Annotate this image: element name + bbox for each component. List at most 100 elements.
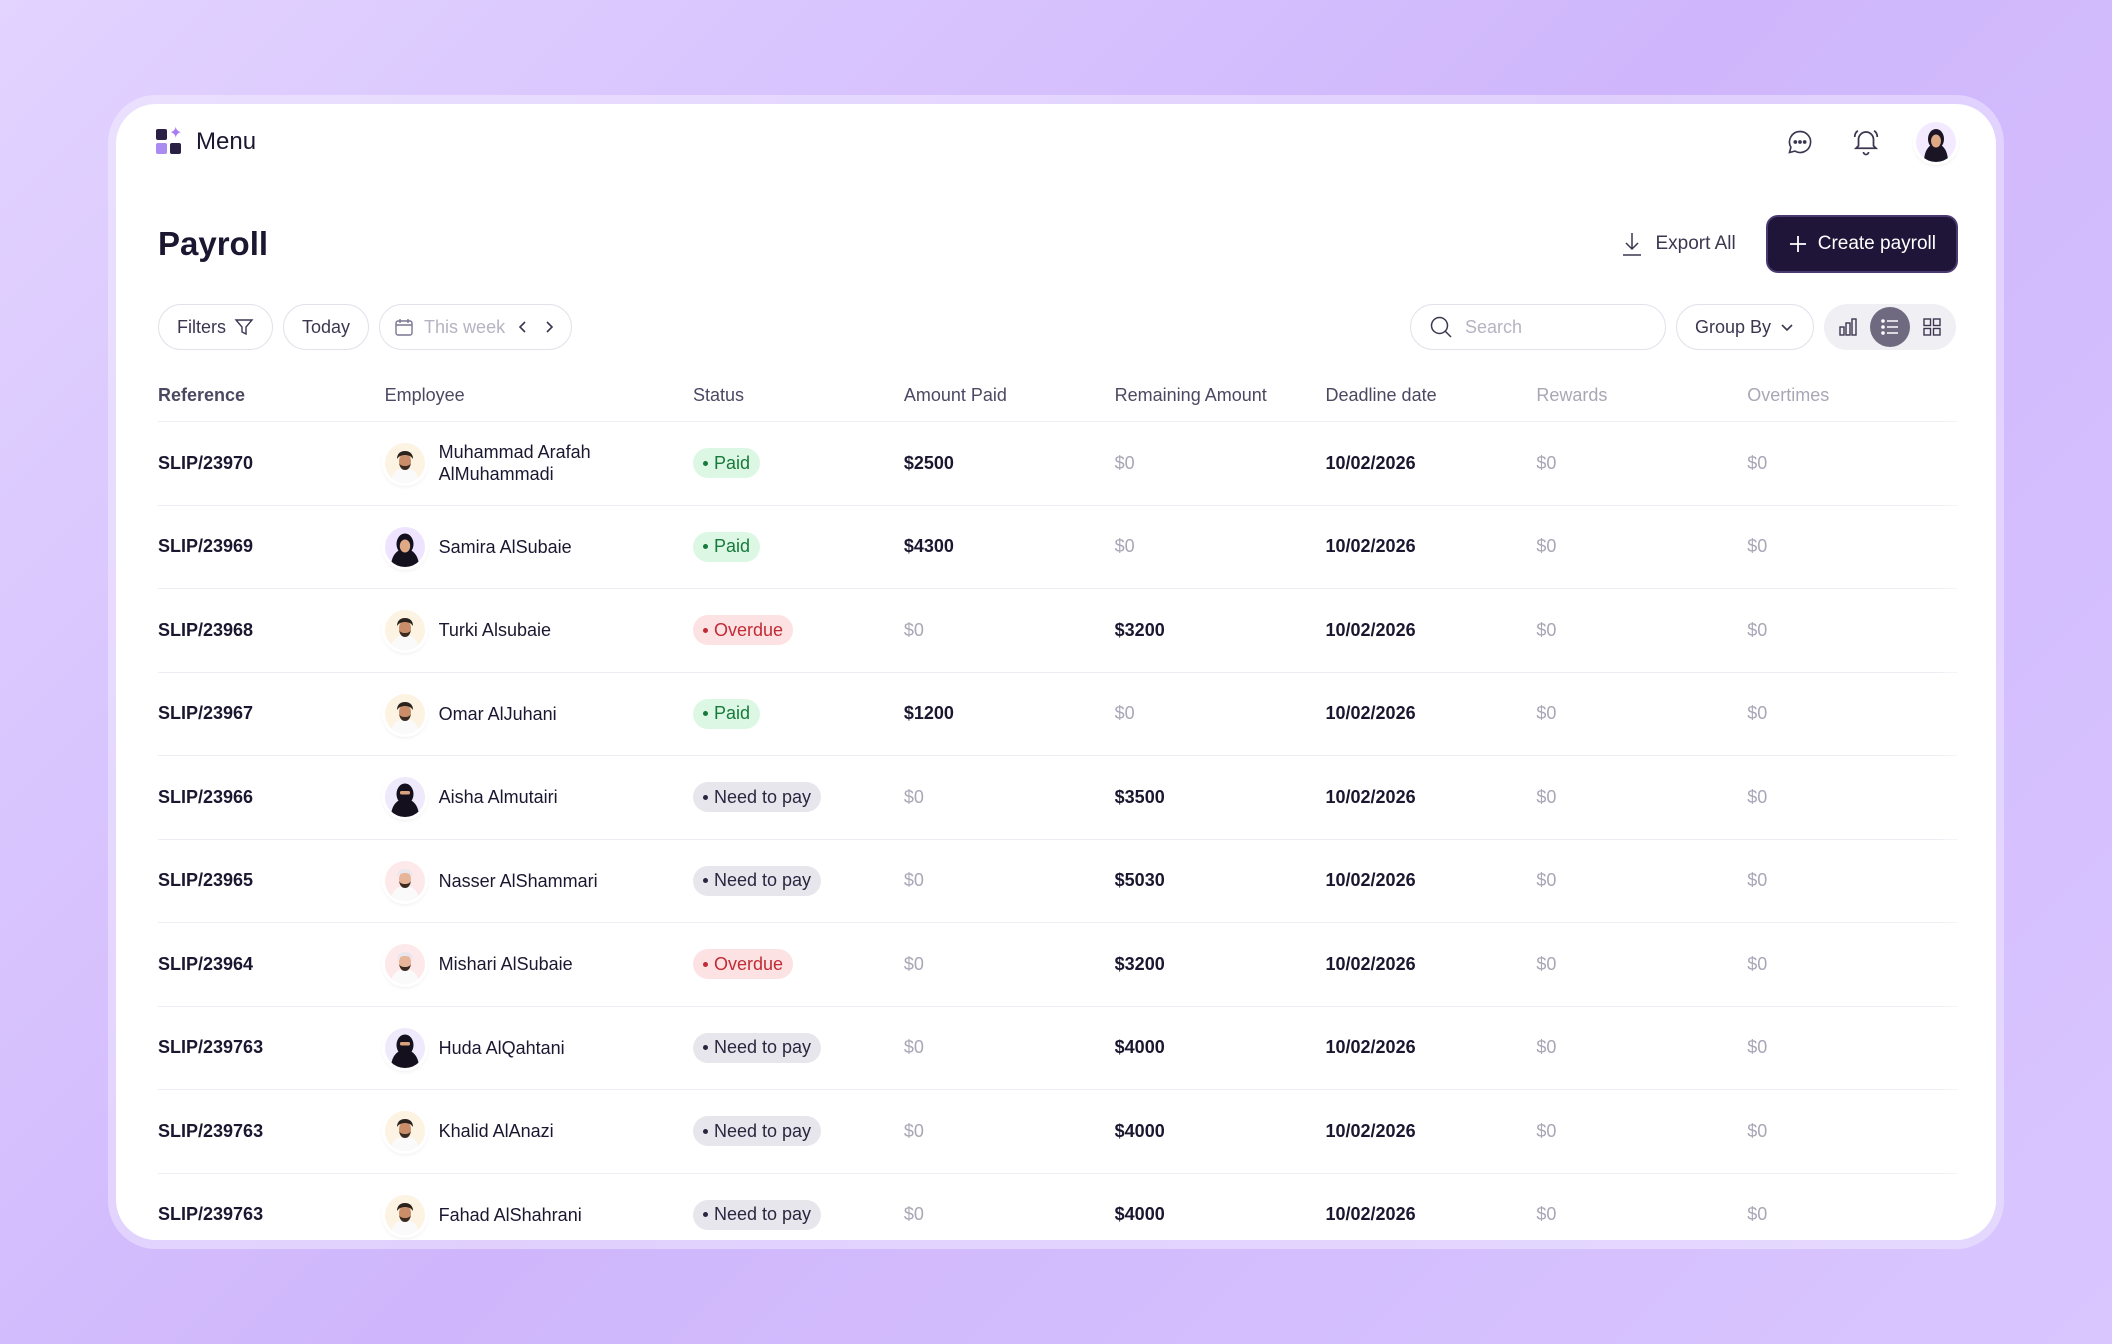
table-row[interactable]: SLIP/23969 Samira AlSubaie Paid $4300 $0 10/0…	[158, 506, 1958, 589]
cell-remaining-amount: $3200	[1114, 953, 1165, 974]
status-dot-icon	[702, 627, 708, 633]
employee-name: Huda AlQahtani	[438, 1037, 565, 1058]
cell-overtimes: $0	[1747, 452, 1768, 473]
cell-overtimes: $0	[1747, 1120, 1768, 1141]
cell-deadline-date: 10/02/2026	[1325, 703, 1416, 724]
week-selector[interactable]: This week	[379, 304, 573, 350]
cell-rewards: $0	[1536, 1204, 1557, 1225]
download-icon	[1623, 233, 1642, 256]
cell-overtimes: $0	[1747, 953, 1768, 974]
employee-avatar	[384, 1111, 425, 1152]
table-row[interactable]: SLIP/23967 Omar AlJuhani Paid $1200 $0 10/02/…	[158, 673, 1958, 756]
cell-employee: Aisha Almutairi	[384, 777, 693, 818]
cell-status: Need to pay	[692, 1116, 904, 1147]
cell-remaining-amount: $3500	[1114, 786, 1165, 807]
col-status[interactable]: Status	[692, 385, 744, 405]
status-badge: Paid	[692, 698, 760, 729]
status-badge: Need to pay	[692, 865, 822, 896]
cell-overtimes: $0	[1747, 1204, 1768, 1225]
employee-avatar	[384, 610, 425, 651]
cell-employee: Fahad AlShahrani	[384, 1194, 693, 1235]
chat-icon[interactable]	[1784, 126, 1816, 158]
toolbar: Filters Today This week Search Group By	[158, 303, 1956, 351]
table-row[interactable]: SLIP/23965 Nasser AlShammari Need to pay $0…	[158, 840, 1958, 923]
list-icon[interactable]	[1870, 307, 1910, 347]
search-placeholder: Search	[1464, 316, 1522, 337]
status-badge: Need to pay	[692, 1032, 822, 1063]
employee-name: Muhammad Arafah AlMuhammadi	[438, 441, 591, 485]
today-button[interactable]: Today	[283, 304, 370, 350]
cell-deadline-date: 10/02/2026	[1325, 1120, 1416, 1141]
status-badge: Overdue	[692, 949, 794, 980]
cell-remaining-amount: $0	[1114, 703, 1135, 724]
col-reference[interactable]: Reference	[158, 385, 246, 405]
cell-status: Need to pay	[692, 1032, 904, 1063]
chevron-left-icon[interactable]	[515, 319, 531, 335]
status-badge: Need to pay	[692, 782, 822, 813]
bell-icon[interactable]	[1850, 126, 1882, 158]
status-dot-icon	[702, 878, 708, 884]
search-input[interactable]: Search	[1409, 304, 1666, 350]
cell-remaining-amount: $4000	[1114, 1037, 1165, 1058]
filters-button[interactable]: Filters	[158, 304, 273, 350]
cell-rewards: $0	[1536, 786, 1557, 807]
table-row[interactable]: SLIP/239763 Khalid AlAnazi Need to pay $0 $4…	[158, 1090, 1958, 1174]
status-dot-icon	[702, 1128, 708, 1134]
status-dot-icon	[702, 544, 708, 550]
filter-icon	[234, 319, 254, 336]
cell-deadline-date: 10/02/2026	[1325, 619, 1416, 640]
table-row[interactable]: SLIP/23966 Aisha Almutairi Need to pay $0 $3…	[158, 756, 1958, 840]
user-avatar[interactable]	[1916, 122, 1956, 162]
cell-overtimes: $0	[1747, 1037, 1768, 1058]
group-by-dropdown[interactable]: Group By	[1675, 304, 1814, 350]
employee-avatar	[384, 443, 425, 484]
col-rewards[interactable]: Rewards	[1536, 385, 1608, 405]
col-amount-paid[interactable]: Amount Paid	[903, 385, 1007, 405]
cell-deadline-date: 10/02/2026	[1325, 870, 1416, 891]
employee-name: Omar AlJuhani	[438, 703, 557, 724]
filters-label: Filters	[177, 316, 226, 337]
cell-reference: SLIP/239763	[158, 1037, 264, 1058]
cell-rewards: $0	[1536, 1037, 1557, 1058]
cell-deadline-date: 10/02/2026	[1325, 786, 1416, 807]
page-title: Payroll	[158, 225, 269, 262]
cell-employee: Omar AlJuhani	[384, 693, 693, 734]
bar-chart-icon[interactable]	[1828, 307, 1868, 347]
cell-deadline-date: 10/02/2026	[1325, 953, 1416, 974]
menu-button[interactable]: Menu	[156, 123, 257, 156]
create-payroll-button[interactable]: Create payroll	[1767, 217, 1956, 271]
table-row[interactable]: SLIP/239763 Huda AlQahtani Need to pay $0 $4…	[158, 1007, 1958, 1090]
table-row[interactable]: SLIP/23970 Muhammad Arafah AlMuhammadi Pai…	[158, 422, 1958, 506]
cell-remaining-amount: $4000	[1114, 1120, 1165, 1141]
calendar-icon	[395, 319, 413, 336]
menu-label: Menu	[196, 128, 257, 155]
cell-remaining-amount: $3200	[1114, 619, 1165, 640]
cell-amount-paid: $2500	[903, 452, 954, 473]
cell-amount-paid: $0	[903, 953, 924, 974]
col-employee[interactable]: Employee	[384, 385, 465, 405]
status-badge: Paid	[692, 448, 760, 479]
cell-rewards: $0	[1536, 703, 1557, 724]
status-dot-icon	[702, 1212, 708, 1218]
table-row[interactable]: SLIP/23968 Turki Alsubaie Overdue $0 $3200 10…	[158, 589, 1958, 673]
employee-name: Turki Alsubaie	[438, 620, 551, 640]
cell-status: Overdue	[692, 949, 904, 980]
cell-amount-paid: $0	[903, 1037, 924, 1058]
table-row[interactable]: SLIP/23964 Mishari AlSubaie Overdue $0 $3200…	[158, 923, 1958, 1007]
table-row[interactable]: SLIP/239763 Fahad AlShahrani Need to pay $0…	[158, 1174, 1958, 1241]
cell-rewards: $0	[1536, 619, 1557, 640]
status-badge: Need to pay	[692, 1199, 822, 1230]
employee-avatar	[384, 777, 425, 818]
chevron-right-icon[interactable]	[541, 319, 557, 335]
cell-reference: SLIP/23966	[158, 786, 254, 807]
col-overtimes[interactable]: Overtimes	[1747, 385, 1830, 405]
employee-avatar	[384, 860, 425, 901]
export-all-button[interactable]: Export All	[1621, 231, 1736, 257]
cell-overtimes: $0	[1747, 703, 1768, 724]
col-deadline-date[interactable]: Deadline date	[1325, 385, 1437, 405]
col-remaining-amount[interactable]: Remaining Amount	[1114, 385, 1267, 405]
employee-name: Samira AlSubaie	[438, 536, 572, 557]
cell-reference: SLIP/23968	[158, 619, 254, 640]
status-dot-icon	[702, 1045, 708, 1051]
grid-icon[interactable]	[1912, 307, 1952, 347]
